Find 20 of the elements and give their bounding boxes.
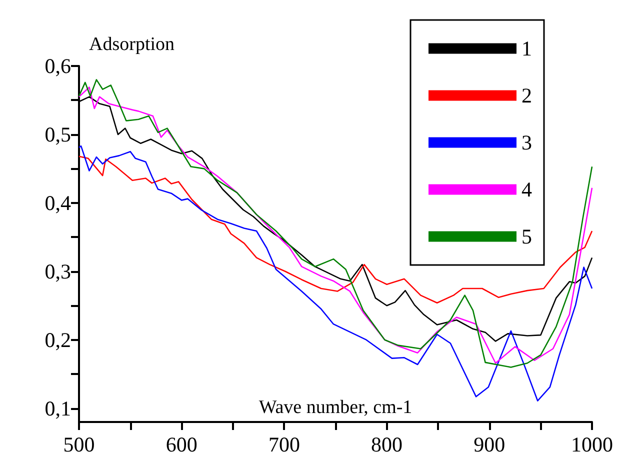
y-tick-label: 0,2 — [44, 328, 71, 352]
legend-label: 5 — [522, 224, 532, 248]
legend-label: 1 — [522, 36, 532, 60]
x-tick-label: 800 — [371, 432, 403, 456]
y-tick-label: 0,5 — [44, 122, 71, 146]
y-tick-label: 0,3 — [44, 259, 71, 284]
x-axis-title: Wave number, cm-1 — [258, 397, 412, 418]
y-tick-label: 0,6 — [44, 54, 71, 78]
x-tick-label: 600 — [166, 432, 198, 456]
legend-label: 3 — [522, 130, 532, 154]
x-tick-label: 1000 — [571, 432, 613, 456]
legend-label: 4 — [522, 178, 532, 202]
line-series — [78, 156, 593, 304]
x-tick-label: 900 — [474, 432, 506, 456]
y-axis-title: Adsorption — [89, 34, 175, 55]
y-tick-label: 0,1 — [44, 396, 71, 420]
x-tick-label: 700 — [268, 432, 300, 456]
y-tick-label: 0,4 — [44, 190, 72, 215]
x-tick-label: 500 — [63, 432, 95, 456]
legend-label: 2 — [522, 84, 532, 108]
